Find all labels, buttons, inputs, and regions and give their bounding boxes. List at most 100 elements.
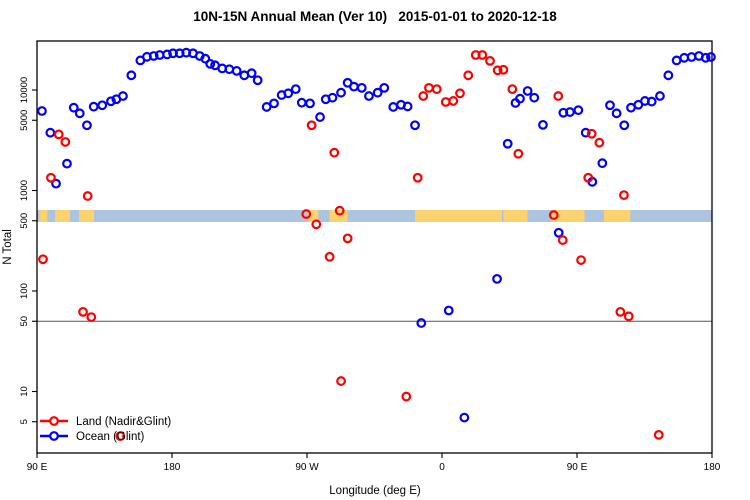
data-point-ocean <box>573 105 584 116</box>
data-point-land <box>336 376 346 386</box>
data-point-land <box>311 219 322 230</box>
data-point-land <box>324 251 335 262</box>
land-band-segment <box>55 209 70 222</box>
data-point-ocean <box>364 91 374 101</box>
data-point-ocean <box>315 112 325 122</box>
data-point-land <box>301 209 312 219</box>
land-band-segment <box>604 209 631 222</box>
x-tick-label: 90 W <box>295 462 319 473</box>
data-point-ocean <box>522 86 533 96</box>
data-point-ocean <box>162 49 172 60</box>
data-point-land <box>513 148 524 159</box>
data-point-ocean <box>356 82 367 93</box>
data-point-land <box>306 120 317 131</box>
data-point-ocean <box>619 120 630 131</box>
x-axis-label: Longitude (deg E) <box>329 485 421 497</box>
data-point-land <box>431 84 442 95</box>
y-tick-label: 50 <box>19 316 30 327</box>
y-tick-label: 5 <box>19 419 30 424</box>
data-point-ocean <box>97 100 108 111</box>
data-point-ocean <box>37 106 47 116</box>
data-point-land <box>60 137 71 147</box>
land-band-segment <box>552 209 585 222</box>
data-point-land <box>576 255 586 265</box>
data-point-ocean <box>349 81 359 92</box>
y-tick-label: 10 <box>19 386 30 397</box>
data-point-ocean <box>88 101 99 112</box>
data-point-land <box>115 431 126 441</box>
data-point-ocean <box>502 138 513 149</box>
data-point-ocean <box>246 68 257 79</box>
data-point-ocean <box>51 178 61 189</box>
x-tick-label: 180 <box>164 462 181 473</box>
data-point-ocean <box>231 65 242 76</box>
data-point-ocean <box>410 120 420 131</box>
data-point-ocean <box>379 82 390 93</box>
data-point-land <box>548 210 559 220</box>
data-point-land <box>557 235 568 245</box>
data-point-land <box>86 312 97 322</box>
data-point-ocean <box>252 75 263 86</box>
land-band-segment <box>307 209 319 222</box>
data-point-ocean <box>200 53 211 64</box>
land-band-segment <box>503 209 528 222</box>
data-point-land <box>507 84 518 95</box>
data-point-land <box>329 147 340 158</box>
data-point-land <box>440 97 451 107</box>
data-point-ocean <box>553 227 564 238</box>
data-point-ocean <box>126 70 137 81</box>
data-point-ocean <box>706 52 716 62</box>
y-tick-label: 10000 <box>19 77 30 103</box>
data-point-ocean <box>305 98 315 109</box>
data-point-land <box>38 254 48 265</box>
data-point-ocean <box>336 87 346 98</box>
chart-title: 10N-15N Annual Mean (Ver 10) 2015-01-01 … <box>193 9 557 24</box>
data-point-land <box>498 64 509 75</box>
data-point-land <box>553 91 564 101</box>
data-point-ocean <box>416 318 427 328</box>
data-point-land <box>619 190 629 200</box>
data-point-land <box>594 137 605 148</box>
x-tick-label: 90 E <box>27 462 48 473</box>
data-point-ocean <box>388 102 399 112</box>
data-point-land <box>477 50 488 60</box>
data-point-ocean <box>205 58 216 69</box>
data-point-ocean <box>529 92 540 103</box>
data-point-land <box>485 55 495 66</box>
data-point-land <box>418 91 429 101</box>
data-point-land <box>342 233 353 244</box>
data-point-land <box>492 65 503 76</box>
data-point-ocean <box>290 84 301 95</box>
x-tick-label: 180 <box>704 462 721 473</box>
data-point-ocean <box>261 102 272 112</box>
data-point-land <box>412 172 423 183</box>
land-band-segment <box>329 209 348 222</box>
data-point-ocean <box>62 158 72 169</box>
data-point-ocean <box>565 107 575 117</box>
data-point-land <box>424 82 434 93</box>
legend-symbol <box>49 431 59 441</box>
data-point-ocean <box>82 120 92 131</box>
legend-symbol <box>49 416 59 426</box>
data-point-land <box>455 88 465 99</box>
data-point-land <box>586 128 597 139</box>
data-point-land <box>82 191 93 201</box>
data-point-land <box>615 306 626 317</box>
x-tick-label: 90 E <box>567 462 588 473</box>
data-point-ocean <box>74 108 85 119</box>
y-tick-label: 5000 <box>19 110 30 131</box>
y-tick-label: 500 <box>19 213 30 229</box>
data-point-land <box>623 311 634 322</box>
legend-label: Ocean (Glint) <box>76 431 145 443</box>
data-point-land <box>448 96 459 106</box>
data-point-land <box>53 129 64 140</box>
y-tick-label: 100 <box>19 283 30 299</box>
data-point-ocean <box>269 98 279 109</box>
data-point-land <box>78 306 88 317</box>
data-point-ocean <box>700 52 711 63</box>
data-point-land <box>583 172 594 183</box>
data-point-ocean <box>611 108 622 119</box>
data-point-land <box>46 172 56 183</box>
data-point-ocean <box>580 127 591 138</box>
